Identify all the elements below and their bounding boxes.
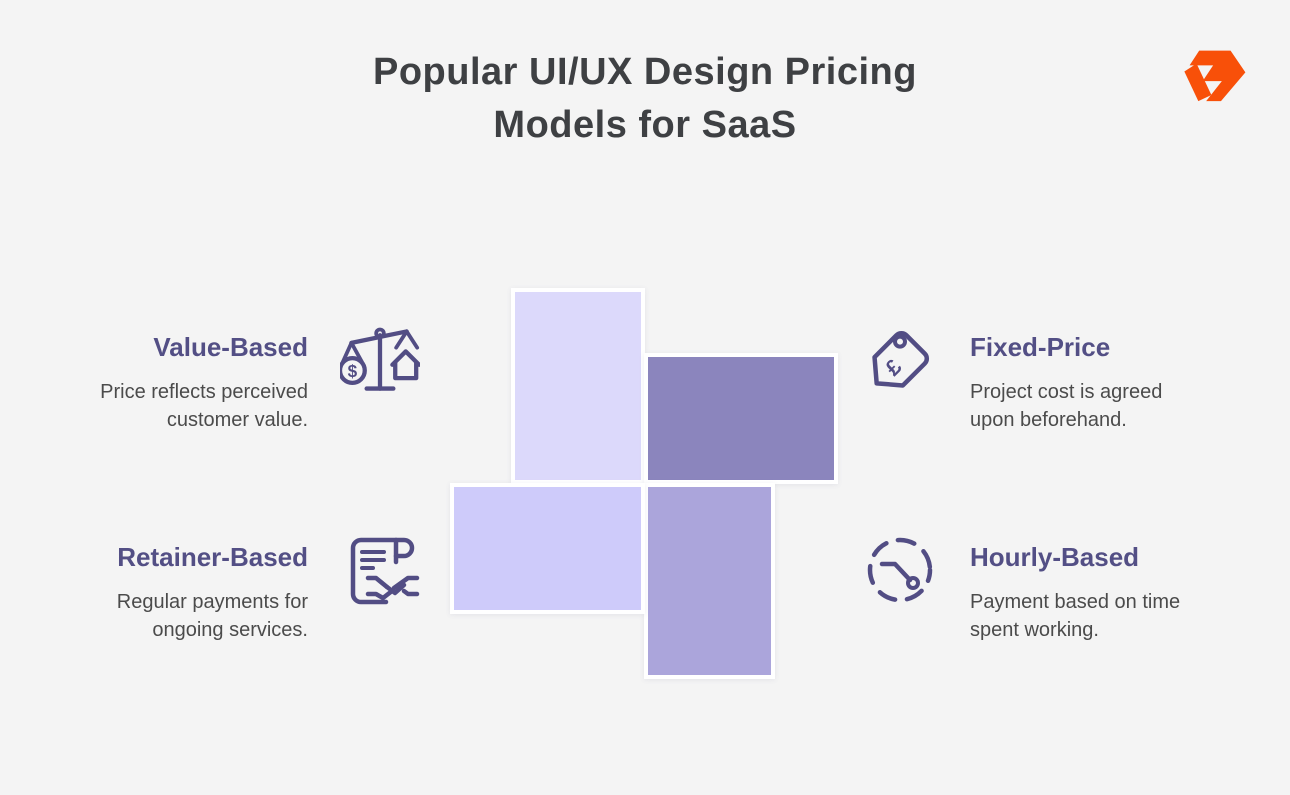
- model-value-based: Value-Based Price reflects perceived cus…: [62, 320, 422, 434]
- balance-scale-icon: $: [337, 320, 422, 400]
- pinwheel-tile-left: [450, 483, 645, 614]
- pinwheel-graphic: [450, 288, 840, 679]
- page-title-line2: Models for SaaS: [493, 104, 797, 146]
- page-title: Popular UI/UX Design Pricing Models for …: [0, 46, 1290, 152]
- price-tag-icon: £: [860, 320, 940, 400]
- contract-handshake-icon: [340, 530, 420, 610]
- svg-text:$: $: [348, 361, 358, 381]
- model-value-based-text: Value-Based Price reflects perceived cus…: [62, 320, 308, 434]
- model-value-based-description: Price reflects perceived customer value.: [100, 381, 308, 431]
- pinwheel-tile-bottom: [644, 483, 775, 679]
- model-fixed-price: £ Fixed-Price Project cost is agreed upo…: [860, 320, 1230, 434]
- model-fixed-price-text: Fixed-Price Project cost is agreed upon …: [970, 320, 1230, 434]
- page-title-line1: Popular UI/UX Design Pricing: [373, 51, 917, 93]
- brand-logo: [1180, 44, 1248, 106]
- model-fixed-price-description: Project cost is agreed upon beforehand.: [970, 381, 1163, 431]
- model-hourly-based-text: Hourly-Based Payment based on time spent…: [970, 530, 1230, 644]
- model-retainer-based-text: Retainer-Based Regular payments for ongo…: [62, 530, 308, 644]
- model-fixed-price-title: Fixed-Price: [970, 332, 1111, 362]
- model-value-based-title: Value-Based: [153, 332, 308, 362]
- model-hourly-based-description: Payment based on time spent working.: [970, 591, 1181, 641]
- svg-text:£: £: [880, 354, 907, 381]
- model-retainer-based: Retainer-Based Regular payments for ongo…: [62, 530, 420, 644]
- model-retainer-based-title: Retainer-Based: [117, 542, 308, 572]
- model-retainer-based-description: Regular payments for ongoing services.: [116, 591, 308, 641]
- clock-icon: [860, 530, 940, 610]
- model-hourly-based-title: Hourly-Based: [970, 542, 1140, 572]
- pinwheel-tile-right: [644, 353, 838, 484]
- pinwheel-tile-top: [511, 288, 645, 484]
- model-hourly-based: Hourly-Based Payment based on time spent…: [860, 530, 1230, 644]
- angular-r-brand-logo-icon: [1184, 50, 1246, 102]
